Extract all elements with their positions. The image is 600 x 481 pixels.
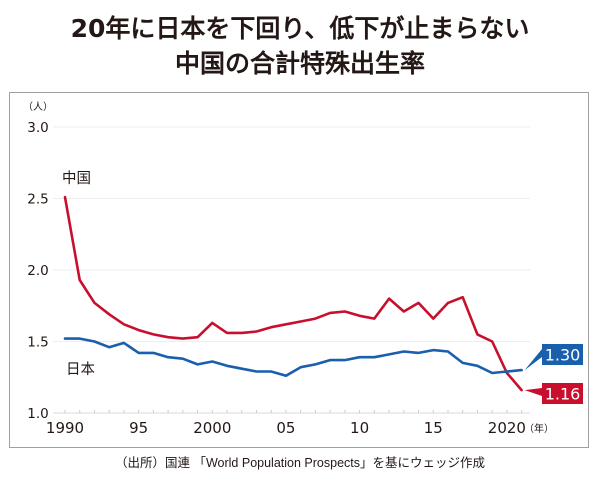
x-tick-label: 2000 — [193, 419, 231, 437]
x-tick-label: 15 — [424, 419, 443, 437]
y-tick-label: 1.0 — [27, 406, 48, 422]
x-axis-tick-labels: 1990 95 2000 05 10 15 2020 — [46, 419, 526, 437]
y-tick-label: 1.5 — [27, 335, 48, 351]
x-axis — [53, 410, 530, 414]
y-tick-label: 2.5 — [27, 192, 48, 208]
x-tick-label: 95 — [129, 419, 148, 437]
series-lines — [63, 195, 523, 392]
chart-title-line-1: 20年に日本を下回り、低下が止まらない — [70, 14, 530, 43]
end-label-japan: 1.30 — [524, 344, 583, 371]
end-label-china: 1.16 — [524, 383, 583, 404]
x-axis-unit-label: （年） — [524, 422, 554, 435]
end-label-box — [542, 344, 583, 365]
x-tick-label: 1990 — [46, 419, 84, 437]
y-tick-label: 3.0 — [27, 120, 48, 136]
chart-frame — [9, 92, 589, 448]
chart-title-line-2: 中国の合計特殊出生率 — [174, 49, 425, 78]
end-value-labels: 1.16 1.30 — [524, 344, 583, 404]
y-axis-tick-labels: 1.0 1.5 2.0 2.5 3.0 — [27, 120, 48, 422]
x-tick-label: 10 — [350, 419, 369, 437]
y-axis-unit-label: （人） — [23, 101, 53, 113]
end-label-box — [542, 383, 583, 404]
series-label-china: 中国 — [62, 170, 91, 187]
x-tick-label: 2020 — [488, 419, 526, 437]
end-value-text: 1.30 — [545, 346, 581, 365]
end-label-pointer — [524, 388, 542, 396]
series-line-china — [63, 195, 523, 392]
series-line-japan — [63, 337, 523, 378]
series-label-japan: 日本 — [66, 361, 95, 378]
y-tick-label: 2.0 — [27, 263, 48, 279]
end-label-pointer — [524, 349, 542, 371]
grid-lines — [53, 126, 530, 342]
x-tick-label: 05 — [276, 419, 295, 437]
end-value-text: 1.16 — [545, 385, 581, 404]
source-note: （出所）国連 「World Population Prospects」を基にウェ… — [115, 456, 485, 470]
